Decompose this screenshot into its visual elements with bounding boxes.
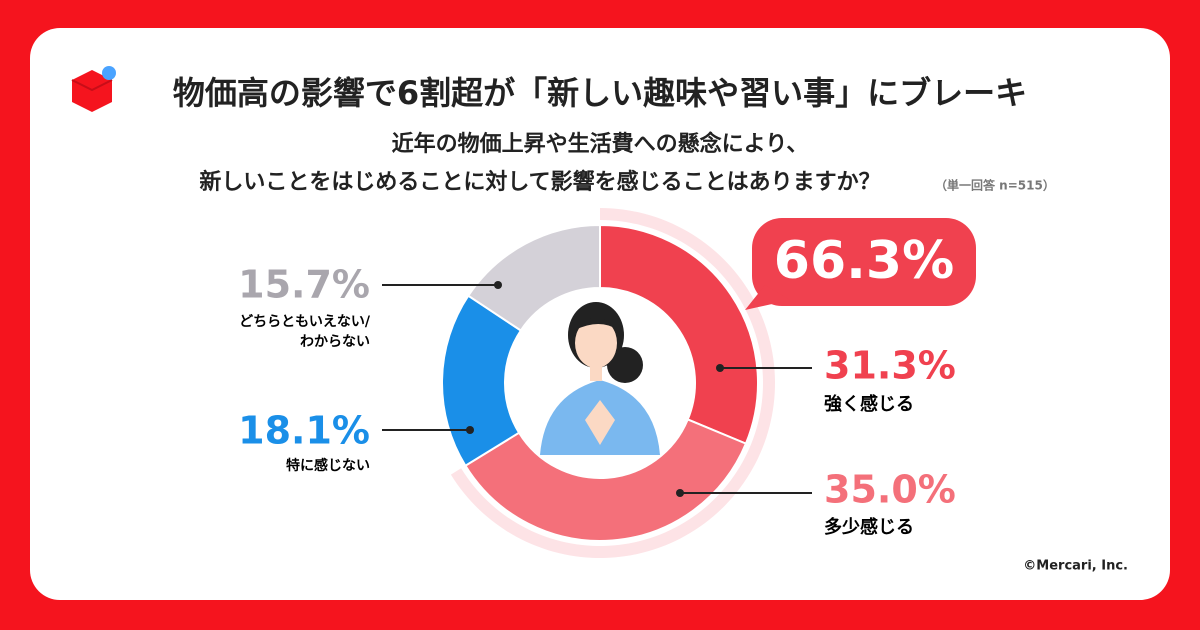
subtitle: 近年の物価上昇や生活費への懸念により、 [392,131,809,157]
callout: 66.3% [745,218,976,310]
category-label: どちらともいえない/ わからない [239,314,370,350]
subtitle: 新しいことをはじめることに対して影響を感じることはありますか？ [199,169,880,195]
note: （単一回答 n=515） [935,178,1055,193]
value-label: 18.1% [238,409,370,453]
value-label: 15.7% [238,263,370,307]
category-label: 特に感じない [286,458,370,474]
leader-dot [466,426,474,434]
leader-dot [676,489,684,497]
leader-dot [716,364,724,372]
person-illustration [540,302,660,455]
donut-segment [466,223,601,332]
callout-value: 66.3% [774,231,954,291]
donut-segment [599,223,759,445]
value-label: 31.3% [824,344,956,388]
category-label: 多少感じる [824,517,914,538]
logo [71,66,116,112]
value-label: 35.0% [824,468,956,512]
category-label: 強く感じる [824,394,914,415]
leader-dot [494,281,502,289]
chart-title: 物価高の影響で6割超が「新しい趣味や習い事」にブレーキ [173,74,1027,112]
donut-segment [463,418,748,542]
copyright: ©Mercari, Inc. [1023,559,1128,574]
